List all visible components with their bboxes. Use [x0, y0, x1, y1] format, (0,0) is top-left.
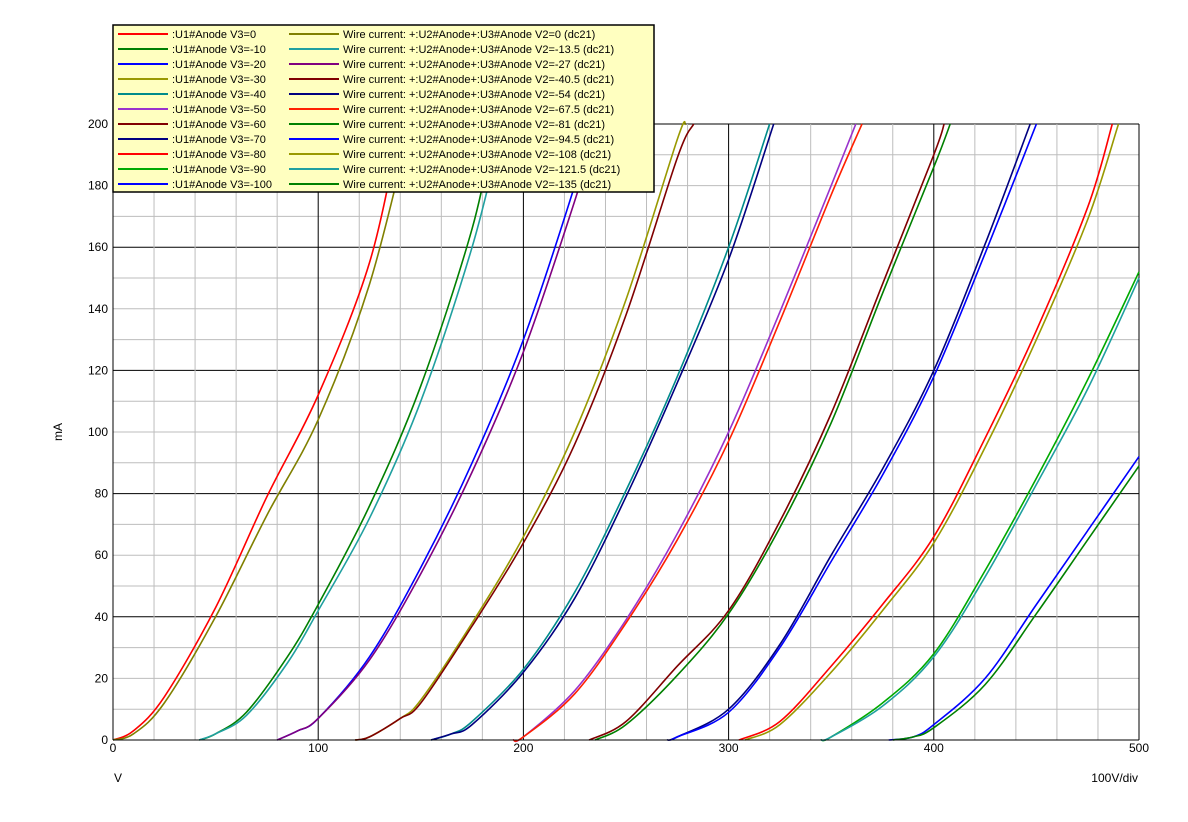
legend-entry-label: Wire current: +:U2#Anode+:U3#Anode V2=-8… — [343, 119, 605, 131]
legend-entry-label: :U1#Anode V3=-10 — [172, 44, 266, 56]
series-line — [354, 123, 695, 741]
y-tick-label: 60 — [95, 548, 109, 562]
legend-entry-label: Wire current: +:U2#Anode+:U3#Anode V2=-1… — [343, 149, 611, 161]
series-line — [112, 123, 412, 741]
x-scale-note: 100V/div — [1091, 771, 1138, 785]
legend-entry-label: :U1#Anode V3=-20 — [172, 59, 266, 71]
series-line — [198, 123, 496, 741]
series-line — [512, 123, 863, 742]
series-line — [112, 123, 402, 741]
y-tick-label: 160 — [88, 240, 108, 254]
legend-entry-label: :U1#Anode V3=-90 — [172, 164, 266, 176]
tick-labels: 0 20 40 60 80 100 120 140 160 180 200 0 100 200 300 400… — [88, 117, 1149, 755]
y-tick-label: 0 — [101, 733, 108, 747]
legend-entry-label: Wire current: +:U2#Anode+:U3#Anode V2=-9… — [343, 134, 614, 146]
series-line — [888, 456, 1140, 741]
series-line — [744, 123, 1120, 741]
series-line — [198, 123, 504, 741]
y-tick-label: 80 — [95, 487, 109, 501]
legend-entry-label: Wire current: +:U2#Anode+:U3#Anode V2=-1… — [343, 179, 611, 191]
series-line — [430, 123, 775, 741]
legend-entry-label: Wire current: +:U2#Anode+:U3#Anode V2=-5… — [343, 89, 605, 101]
legend-entry-label: :U1#Anode V3=-70 — [172, 134, 266, 146]
x-tick-label: 500 — [1129, 741, 1149, 755]
series-line — [820, 277, 1140, 742]
legend-entry-label: Wire current: +:U2#Anode+:U3#Anode V2=-4… — [343, 74, 614, 86]
series-line — [738, 123, 1114, 741]
legend-entry-label: :U1#Anode V3=-80 — [172, 149, 266, 161]
x-tick-label: 200 — [513, 741, 533, 755]
x-axis-label: V — [114, 771, 122, 785]
x-tick-label: 100 — [308, 741, 328, 755]
y-tick-label: 100 — [88, 425, 108, 439]
legend-entry-label: Wire current: +:U2#Anode+:U3#Anode V2=-6… — [343, 104, 614, 116]
series-line — [820, 271, 1140, 742]
legend-entry-label: :U1#Anode V3=0 — [172, 29, 256, 41]
y-tick-label: 140 — [88, 302, 108, 316]
legend-entry-label: Wire current: +:U2#Anode+:U3#Anode V2=-2… — [343, 59, 605, 71]
y-tick-label: 180 — [88, 179, 108, 193]
legend-entry-label: Wire current: +:U2#Anode+:U3#Anode V2=0 … — [343, 29, 595, 41]
axes-group — [112, 124, 1139, 741]
y-tick-label: 40 — [95, 610, 109, 624]
y-tick-label: 120 — [88, 363, 108, 377]
legend-entry-label: :U1#Anode V3=-50 — [172, 104, 266, 116]
y-tick-label: 20 — [95, 671, 109, 685]
x-tick-label: 0 — [110, 741, 117, 755]
x-tick-label: 400 — [924, 741, 944, 755]
legend: :U1#Anode V3=0 :U1#Anode V3=-10 :U1#Anode … — [112, 24, 655, 193]
grid-lines — [112, 123, 1140, 741]
legend-entry-label: :U1#Anode V3=-60 — [172, 119, 266, 131]
series-line — [670, 123, 1038, 741]
series-group — [112, 120, 1140, 743]
legend-entry-label: :U1#Anode V3=-100 — [172, 179, 272, 191]
x-tick-label: 300 — [719, 741, 739, 755]
legend-entry-label: Wire current: +:U2#Anode+:U3#Anode V2=-1… — [343, 164, 620, 176]
y-axis-label: mA — [51, 423, 65, 441]
legend-entry-label: Wire current: +:U2#Anode+:U3#Anode V2=-1… — [343, 44, 614, 56]
series-line — [666, 123, 1031, 742]
series-line — [512, 123, 857, 743]
legend-entry-label: :U1#Anode V3=-30 — [172, 74, 266, 86]
series-line — [892, 465, 1140, 741]
series-line — [588, 123, 945, 741]
y-tick-label: 200 — [88, 117, 108, 131]
series-line — [276, 123, 599, 741]
series-line — [430, 123, 771, 741]
legend-entry-label: :U1#Anode V3=-40 — [172, 89, 266, 101]
series-line — [594, 123, 951, 741]
legend-box — [112, 24, 655, 193]
